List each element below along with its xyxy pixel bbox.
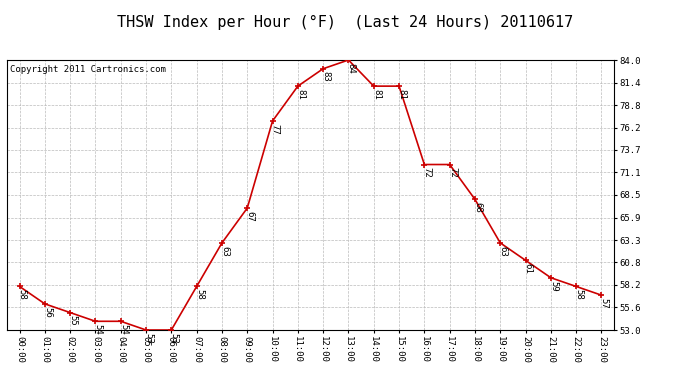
Text: 72: 72 xyxy=(448,167,457,178)
Text: 77: 77 xyxy=(271,124,280,135)
Text: 53: 53 xyxy=(144,333,153,344)
Text: 81: 81 xyxy=(397,89,406,100)
Text: 81: 81 xyxy=(372,89,381,100)
Text: 59: 59 xyxy=(549,280,558,291)
Text: 55: 55 xyxy=(68,315,77,326)
Text: 58: 58 xyxy=(575,289,584,300)
Text: 67: 67 xyxy=(246,211,255,222)
Text: 63: 63 xyxy=(220,246,229,256)
Text: 83: 83 xyxy=(322,72,331,82)
Text: 72: 72 xyxy=(423,167,432,178)
Text: 58: 58 xyxy=(18,289,27,300)
Text: THSW Index per Hour (°F)  (Last 24 Hours) 20110617: THSW Index per Hour (°F) (Last 24 Hours)… xyxy=(117,15,573,30)
Text: 57: 57 xyxy=(600,298,609,309)
Text: Copyright 2011 Cartronics.com: Copyright 2011 Cartronics.com xyxy=(10,65,166,74)
Text: 58: 58 xyxy=(195,289,204,300)
Text: 61: 61 xyxy=(524,263,533,274)
Text: 68: 68 xyxy=(473,202,482,213)
Text: 84: 84 xyxy=(347,63,356,74)
Text: 81: 81 xyxy=(296,89,305,100)
Text: 56: 56 xyxy=(43,307,52,317)
Text: 53: 53 xyxy=(170,333,179,344)
Text: 54: 54 xyxy=(94,324,103,335)
Text: 54: 54 xyxy=(119,324,128,335)
Text: 63: 63 xyxy=(499,246,508,256)
